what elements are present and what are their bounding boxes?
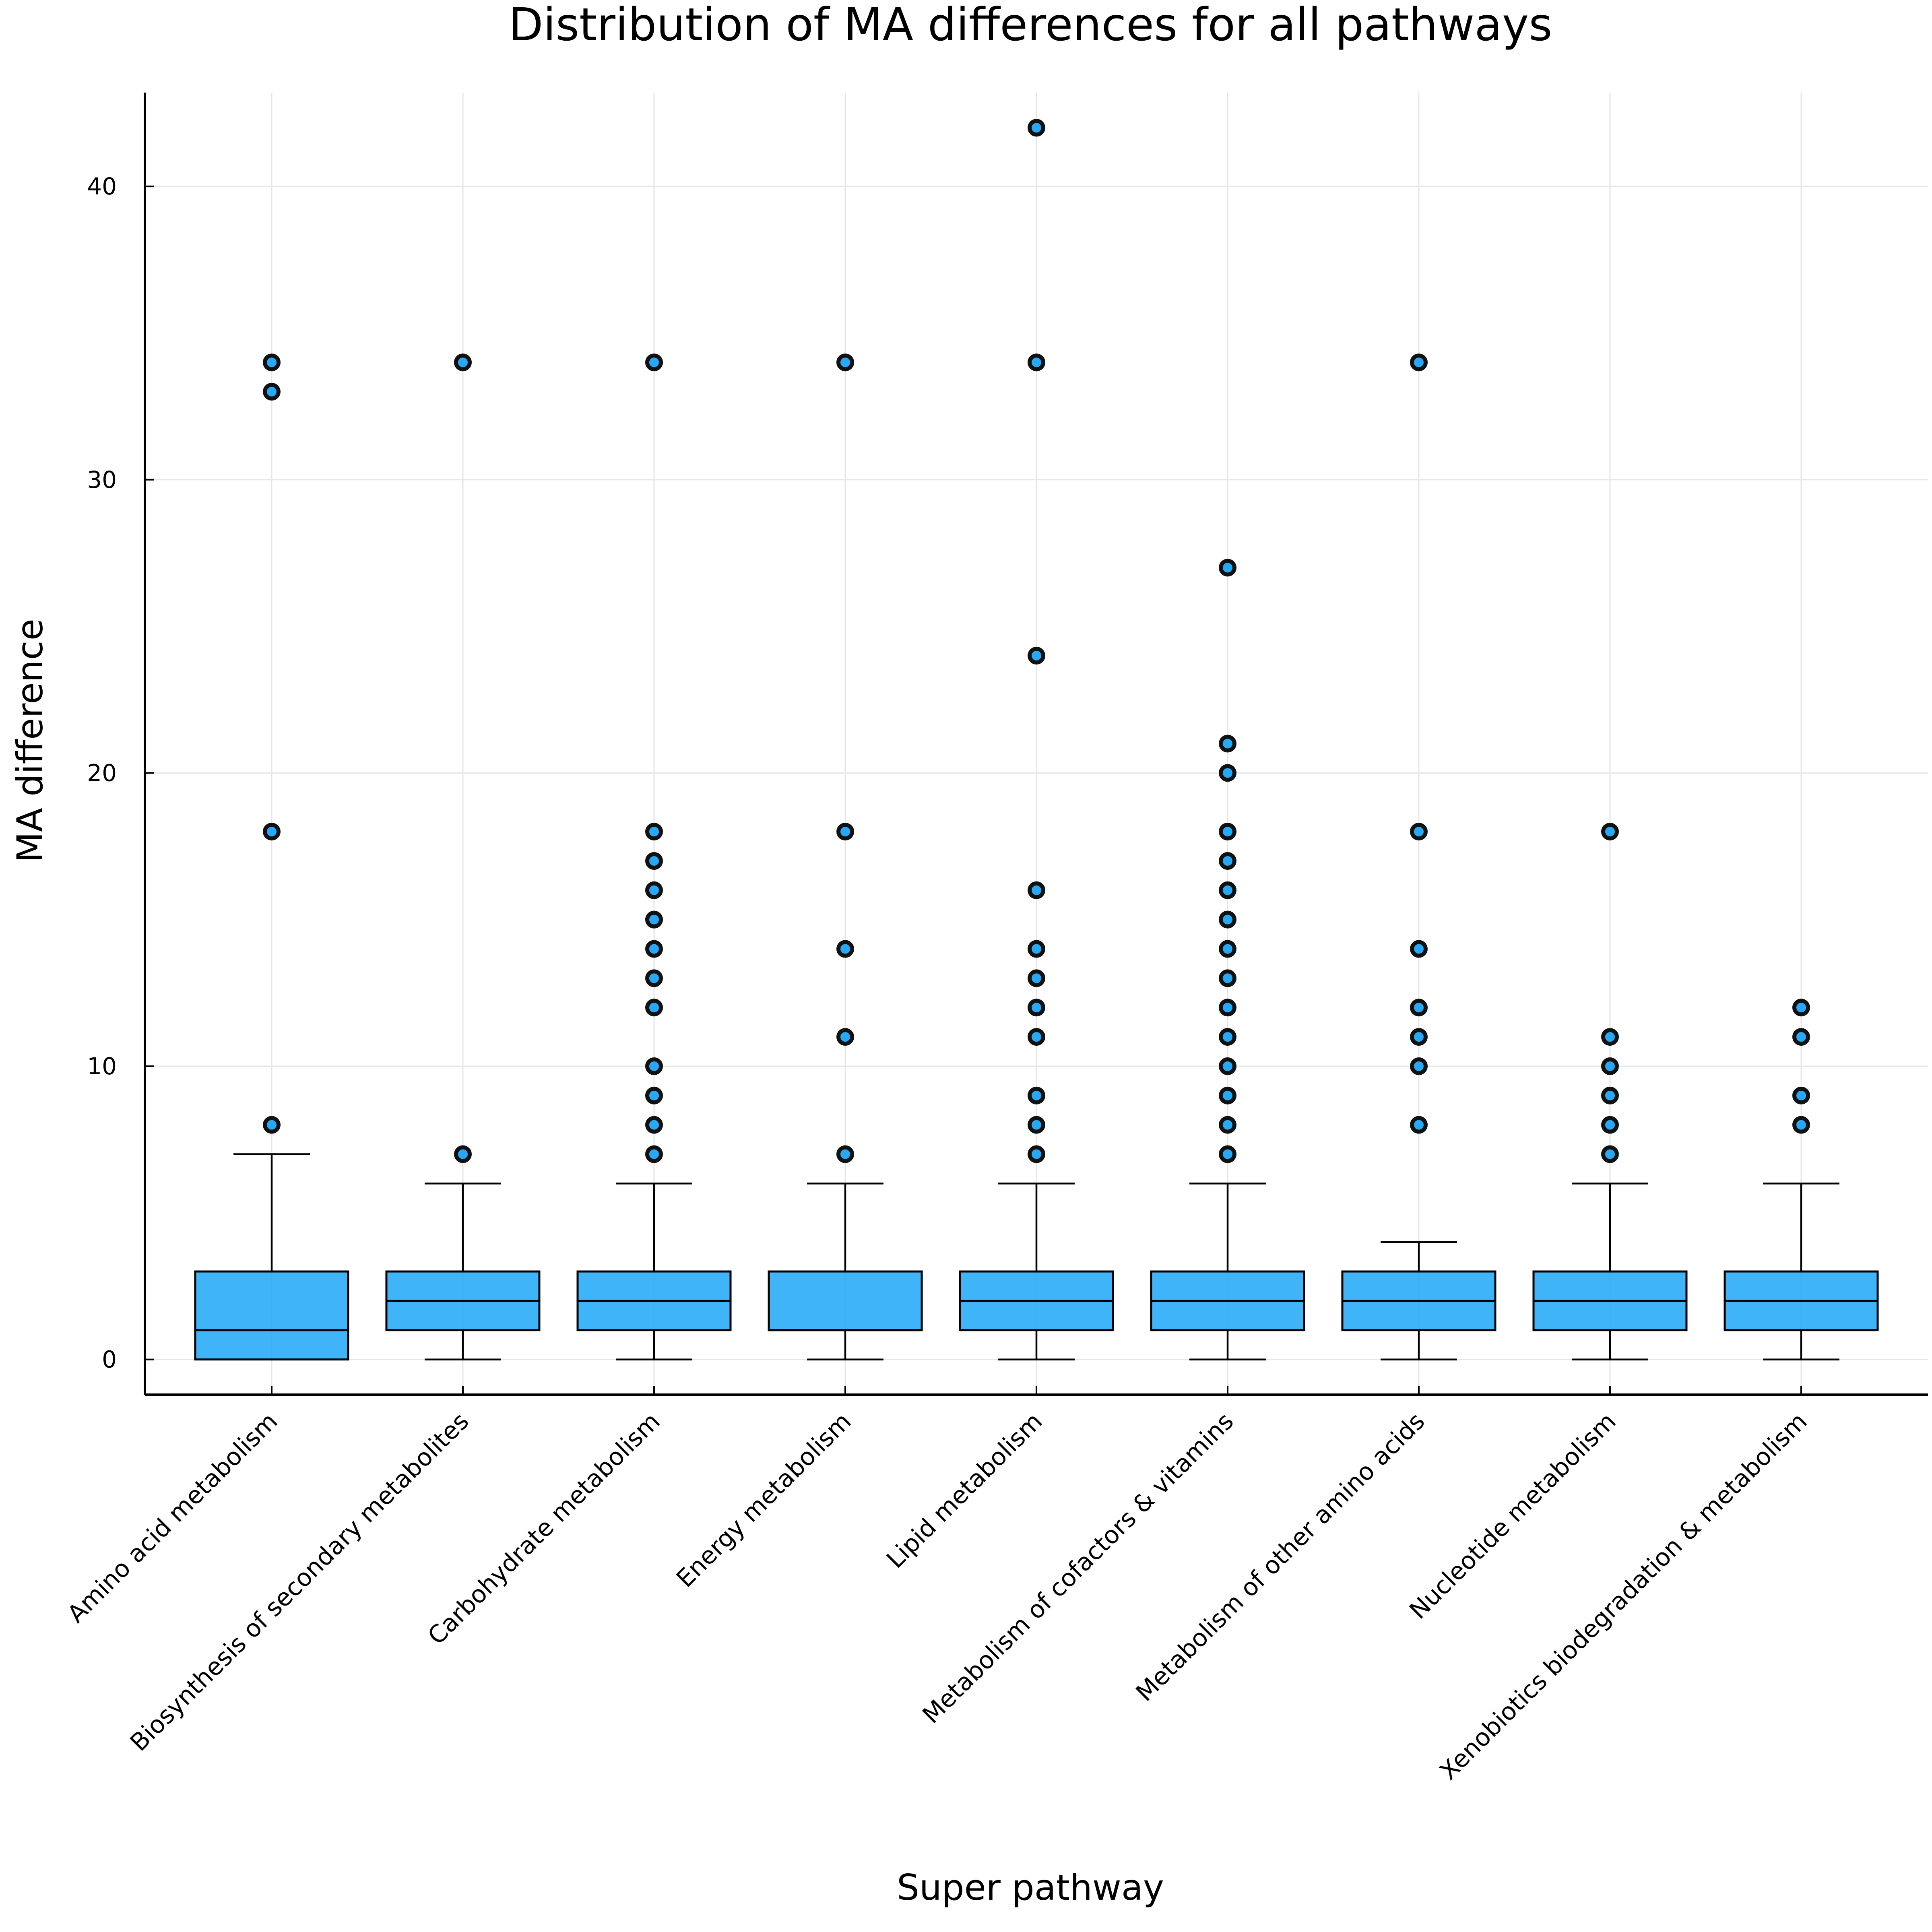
outlier-point [1601, 1145, 1619, 1163]
outlier-point [645, 823, 663, 841]
outlier-point [1601, 1028, 1619, 1046]
outlier-point [645, 852, 663, 870]
axes: 0 10 20 30 40 [87, 93, 1928, 1396]
outlier-point [1410, 353, 1428, 372]
outlier-point [645, 969, 663, 987]
outlier-point [1219, 1116, 1236, 1134]
outlier-point [1219, 852, 1236, 870]
outlier-point [1028, 969, 1045, 987]
outlier-point [1028, 119, 1045, 137]
outlier-point [263, 383, 281, 401]
gridlines [145, 93, 1928, 1395]
box-group-3 [576, 353, 732, 1360]
outlier-point [645, 1086, 663, 1104]
box-group-8 [1532, 823, 1688, 1360]
x-category-label: Lipid metabolism [881, 1407, 1048, 1574]
outlier-point [645, 1057, 663, 1075]
outlier-point [1410, 1028, 1428, 1046]
outlier-point [1219, 1057, 1236, 1075]
x-category-label: Xenobiotics biodegradation & metabolism [1435, 1407, 1813, 1785]
outlier-point [1028, 881, 1045, 899]
outlier-point [1792, 1028, 1810, 1046]
outlier-point [1219, 823, 1236, 841]
outlier-point [1028, 1116, 1045, 1134]
x-category-label: Nucleotide metabolism [1404, 1407, 1621, 1624]
outlier-point [1601, 1086, 1619, 1104]
outlier-point [263, 353, 281, 372]
outlier-point [836, 1145, 854, 1163]
outlier-point [836, 353, 854, 372]
outlier-point [1028, 646, 1045, 665]
outlier-point [1219, 881, 1236, 899]
chart-title: Distribution of MA differences for all p… [508, 0, 1552, 51]
outlier-point [645, 1116, 663, 1134]
y-tick-label: 20 [87, 759, 117, 786]
box-group-6 [1150, 559, 1305, 1360]
outlier-point [645, 910, 663, 929]
outlier-point [1601, 823, 1619, 841]
outlier-point [1219, 969, 1236, 987]
outlier-point [645, 1145, 663, 1163]
outlier-point [1219, 1145, 1236, 1163]
outlier-point [645, 999, 663, 1017]
box-group-1 [194, 353, 349, 1361]
outlier-point [1219, 999, 1236, 1017]
outlier-point [1028, 1145, 1045, 1163]
outlier-point [454, 1145, 472, 1163]
iqr-box [768, 1270, 923, 1331]
outlier-point [454, 353, 472, 372]
outlier-point [1410, 823, 1428, 841]
outlier-point [1219, 764, 1236, 782]
x-category-label: Carbohydrate metabolism [423, 1407, 666, 1650]
y-axis-title: MA difference [9, 619, 51, 863]
boxes [194, 119, 1879, 1361]
outlier-point [1219, 559, 1236, 577]
outlier-point [1028, 999, 1045, 1017]
outlier-point [836, 1028, 854, 1046]
y-tick-label: 0 [102, 1346, 117, 1373]
outlier-point [1028, 1086, 1045, 1104]
box-group-7 [1341, 353, 1496, 1360]
outlier-point [1028, 1028, 1045, 1046]
outlier-point [1792, 999, 1810, 1017]
outlier-point [1219, 1086, 1236, 1104]
outlier-point [1410, 940, 1428, 958]
outlier-point [1219, 910, 1236, 929]
outlier-point [1219, 1028, 1236, 1046]
outlier-point [1219, 735, 1236, 753]
box-group-2 [385, 353, 541, 1360]
outlier-point [1028, 353, 1045, 372]
outlier-point [1410, 1116, 1428, 1134]
outlier-point [645, 353, 663, 372]
outlier-point [1410, 1057, 1428, 1075]
y-tick-label: 10 [87, 1053, 117, 1080]
outlier-point [1028, 940, 1045, 958]
outlier-point [263, 823, 281, 841]
outlier-point [1792, 1086, 1810, 1104]
x-category-label: Energy metabolism [671, 1407, 857, 1593]
outlier-point [1792, 1116, 1810, 1134]
box-group-4 [768, 353, 923, 1360]
x-category-label: Biosynthesis of secondary metabolites [125, 1407, 475, 1757]
box-group-5 [959, 119, 1114, 1360]
outlier-point [1219, 940, 1236, 958]
y-tick-label: 40 [87, 173, 117, 200]
outlier-point [645, 940, 663, 958]
outlier-point [263, 1116, 281, 1134]
y-tick-label: 30 [87, 466, 117, 493]
x-axis-title: Super pathway [897, 1867, 1164, 1908]
iqr-box [194, 1270, 349, 1361]
x-category-label: Metabolism of cofactors & vitamins [917, 1407, 1239, 1729]
outlier-point [1601, 1057, 1619, 1075]
outlier-point [645, 881, 663, 899]
outlier-point [836, 823, 854, 841]
box-group-9 [1724, 999, 1879, 1360]
outlier-point [836, 940, 854, 958]
x-category-label: Amino acid metabolism [62, 1407, 283, 1628]
outlier-point [1601, 1116, 1619, 1134]
outlier-point [1410, 999, 1428, 1017]
